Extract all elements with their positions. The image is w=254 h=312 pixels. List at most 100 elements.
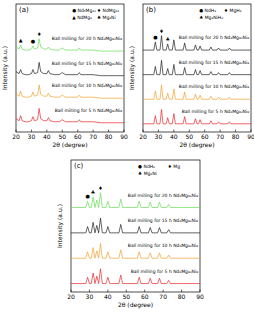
x-axis-label: 2θ (degree): [179, 141, 214, 149]
legend-symbol: ♦: [168, 164, 172, 169]
x-tick: [89, 290, 90, 293]
panel-label: (b): [146, 6, 156, 14]
x-tick: [93, 130, 94, 133]
x-tick: [31, 130, 32, 133]
legend-symbol: ●: [72, 8, 76, 13]
x-tick: [108, 130, 109, 133]
peak-mark: ●: [153, 34, 158, 40]
x-tick-label: 60: [74, 133, 82, 140]
plot-frame: [71, 160, 200, 292]
legend-entry: ♣Mg₂Ni: [97, 15, 116, 20]
panel: 20304050607080902θ (degree)Intensity (a.…: [128, 4, 254, 149]
x-tick: [189, 130, 190, 133]
x-tick: [158, 130, 159, 133]
x-tick: [251, 130, 252, 133]
peak-mark: ●: [85, 193, 90, 199]
trace-label: Ball milling for 5 h Nd₄Mg₈₀Ni₈: [55, 108, 122, 113]
data-group: [143, 36, 251, 124]
trace-label: Ball milling for 15 h Nd₄Mg₈₀Ni₈: [128, 218, 198, 223]
legend-entry: ♣Mg₂Ni: [138, 171, 157, 176]
x-tick: [46, 130, 47, 133]
x-tick-label: 90: [120, 133, 128, 140]
x-tick: [204, 130, 205, 133]
x-tick: [144, 290, 145, 293]
trace-label: Ball milling for 20 h Nd₄Mg₈₀Ni₈: [179, 35, 249, 40]
x-tick-label: 30: [86, 293, 94, 300]
peak-mark: ●: [31, 38, 36, 44]
legend-symbol: ●: [199, 8, 203, 13]
legend-entry: ●Nd₅Mg₄₁: [72, 8, 96, 13]
x-tick: [235, 130, 236, 133]
legend-entry: ♦Mg: [168, 164, 180, 169]
x-tick-label: 40: [43, 133, 51, 140]
legend-symbol: ♣: [97, 15, 101, 20]
legend-symbol: ●: [138, 164, 142, 169]
xrd-trace: [71, 218, 200, 233]
peak-mark: ♣: [165, 36, 169, 42]
x-tick-label: 30: [155, 133, 163, 140]
panel-label: (c): [74, 162, 84, 170]
x-tick-label: 20: [12, 133, 20, 140]
trace-label: Ball milling for 10 h Nd₄Mg₈₀Ni₈: [179, 84, 249, 89]
trace-label: Ball milling for 5 h Nd₄Mg₈₀Ni₈: [182, 109, 249, 114]
trace-label: Ball milling for 15 h Nd₄Mg₈₀Ni₈: [52, 61, 122, 66]
x-tick-label: 70: [216, 133, 224, 140]
x-tick-label: 50: [58, 133, 66, 140]
y-axis-label: Intensity (a.u.): [128, 46, 136, 90]
x-tick-label: 40: [170, 133, 178, 140]
x-tick: [107, 290, 108, 293]
xrd-trace: [71, 269, 200, 284]
x-tick: [181, 290, 182, 293]
xrd-trace: [71, 193, 200, 208]
legend-entry: ▲NdMg₃: [72, 15, 92, 20]
x-tick: [220, 130, 221, 133]
peak-mark: ♣: [91, 189, 95, 195]
legend-text: MgH₂: [230, 8, 242, 13]
y-axis-label: Intensity (a.u.): [56, 204, 64, 248]
x-tick-label: 70: [159, 293, 167, 300]
data-group: [71, 193, 200, 284]
trace-label: Ball milling for 10 h Nd₄Mg₈₀Ni₈: [52, 83, 122, 88]
peak-mark: ♦: [37, 31, 41, 37]
x-tick-label: 60: [201, 133, 209, 140]
trace-label: Ball milling for 20 h Nd₄Mg₈₀Ni₈: [52, 36, 122, 41]
peak-mark: ♦: [159, 28, 163, 34]
x-tick: [200, 290, 201, 293]
x-tick-label: 30: [28, 133, 36, 140]
panel: 20304050607080902θ (degree)Intensity (a.…: [56, 160, 204, 309]
trace-label: Ball milling for 15 h Nd₄Mg₈₀Ni₈: [179, 60, 249, 65]
xrd-trace: [71, 243, 200, 258]
x-axis-label: 2θ (degree): [52, 141, 87, 149]
panel-label: (a): [19, 6, 29, 14]
legend-entry: ●NdH₂: [138, 164, 155, 169]
xrd-trace: [143, 60, 251, 74]
legend-entry: ♣Mg₂NiH₄: [199, 15, 223, 20]
x-tick-label: 70: [89, 133, 97, 140]
legend-text: Nd₅Mg₄₁: [78, 8, 97, 13]
legend-text: Mg₂Ni: [144, 171, 157, 176]
legend-entry: ♦MgH₂: [224, 8, 242, 13]
x-tick-label: 20: [67, 293, 75, 300]
legend-text: Mg₂Ni: [103, 15, 116, 20]
legend-entry: ♦NdMg₁₂: [97, 8, 119, 13]
x-tick: [16, 130, 17, 133]
x-tick-label: 80: [232, 133, 240, 140]
x-tick-label: 60: [141, 293, 149, 300]
x-tick-label: 50: [185, 133, 193, 140]
xrd-trace: [143, 109, 251, 123]
legend-symbol: ♣: [199, 15, 203, 20]
x-tick-label: 40: [104, 293, 112, 300]
panel: 20304050607080902θ (degree)Intensity (a.…: [1, 4, 128, 149]
legend-entry: ●NdH₃: [199, 8, 216, 13]
legend-symbol: ♦: [97, 8, 101, 13]
legend-text: Mg: [173, 164, 180, 169]
x-tick: [77, 130, 78, 133]
data-group: [16, 39, 124, 123]
x-axis-label: 2θ (degree): [118, 301, 153, 309]
xrd-trace: [143, 36, 251, 50]
x-tick: [62, 130, 63, 133]
legend-symbol: ▲: [72, 15, 76, 20]
x-tick: [124, 130, 125, 133]
legend-symbol: ♣: [138, 171, 142, 176]
peak-mark: ♦: [98, 185, 102, 191]
